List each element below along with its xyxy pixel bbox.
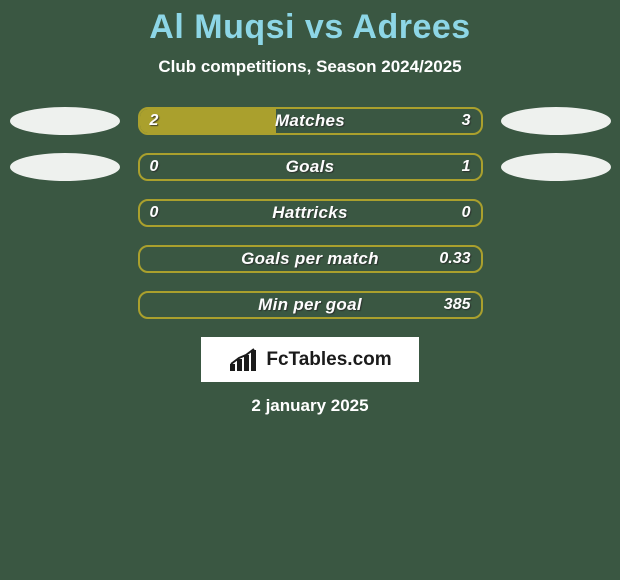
- stat-row: 385Min per goal: [0, 291, 620, 319]
- stat-label: Matches: [140, 111, 481, 131]
- subtitle: Club competitions, Season 2024/2025: [0, 57, 620, 77]
- bars-icon: [228, 347, 262, 373]
- player-ellipse-right: [501, 107, 611, 135]
- stat-label: Hattricks: [140, 203, 481, 223]
- stat-row: 00Hattricks: [0, 199, 620, 227]
- stat-bar: 0.33Goals per match: [138, 245, 483, 273]
- stat-label: Min per goal: [140, 295, 481, 315]
- comparison-card: Al Muqsi vs Adrees Club competitions, Se…: [0, 0, 620, 580]
- player-ellipse-right: [501, 153, 611, 181]
- stat-label: Goals per match: [140, 249, 481, 269]
- logo-text: FcTables.com: [266, 349, 391, 371]
- stat-label: Goals: [140, 157, 481, 177]
- date-text: 2 january 2025: [0, 396, 620, 416]
- stat-rows: 23Matches 01Goals 00Hattricks 0.33Goals per…: [0, 107, 620, 319]
- stat-row: 23Matches: [0, 107, 620, 135]
- player-ellipse-left: [10, 153, 120, 181]
- player-ellipse-left: [10, 107, 120, 135]
- stat-bar: 00Hattricks: [138, 199, 483, 227]
- stat-bar: 385Min per goal: [138, 291, 483, 319]
- stat-row: 0.33Goals per match: [0, 245, 620, 273]
- stat-bar: 01Goals: [138, 153, 483, 181]
- stat-row: 01Goals: [0, 153, 620, 181]
- logo-box[interactable]: FcTables.com: [201, 337, 419, 382]
- page-title: Al Muqsi vs Adrees: [0, 8, 620, 47]
- stat-bar: 23Matches: [138, 107, 483, 135]
